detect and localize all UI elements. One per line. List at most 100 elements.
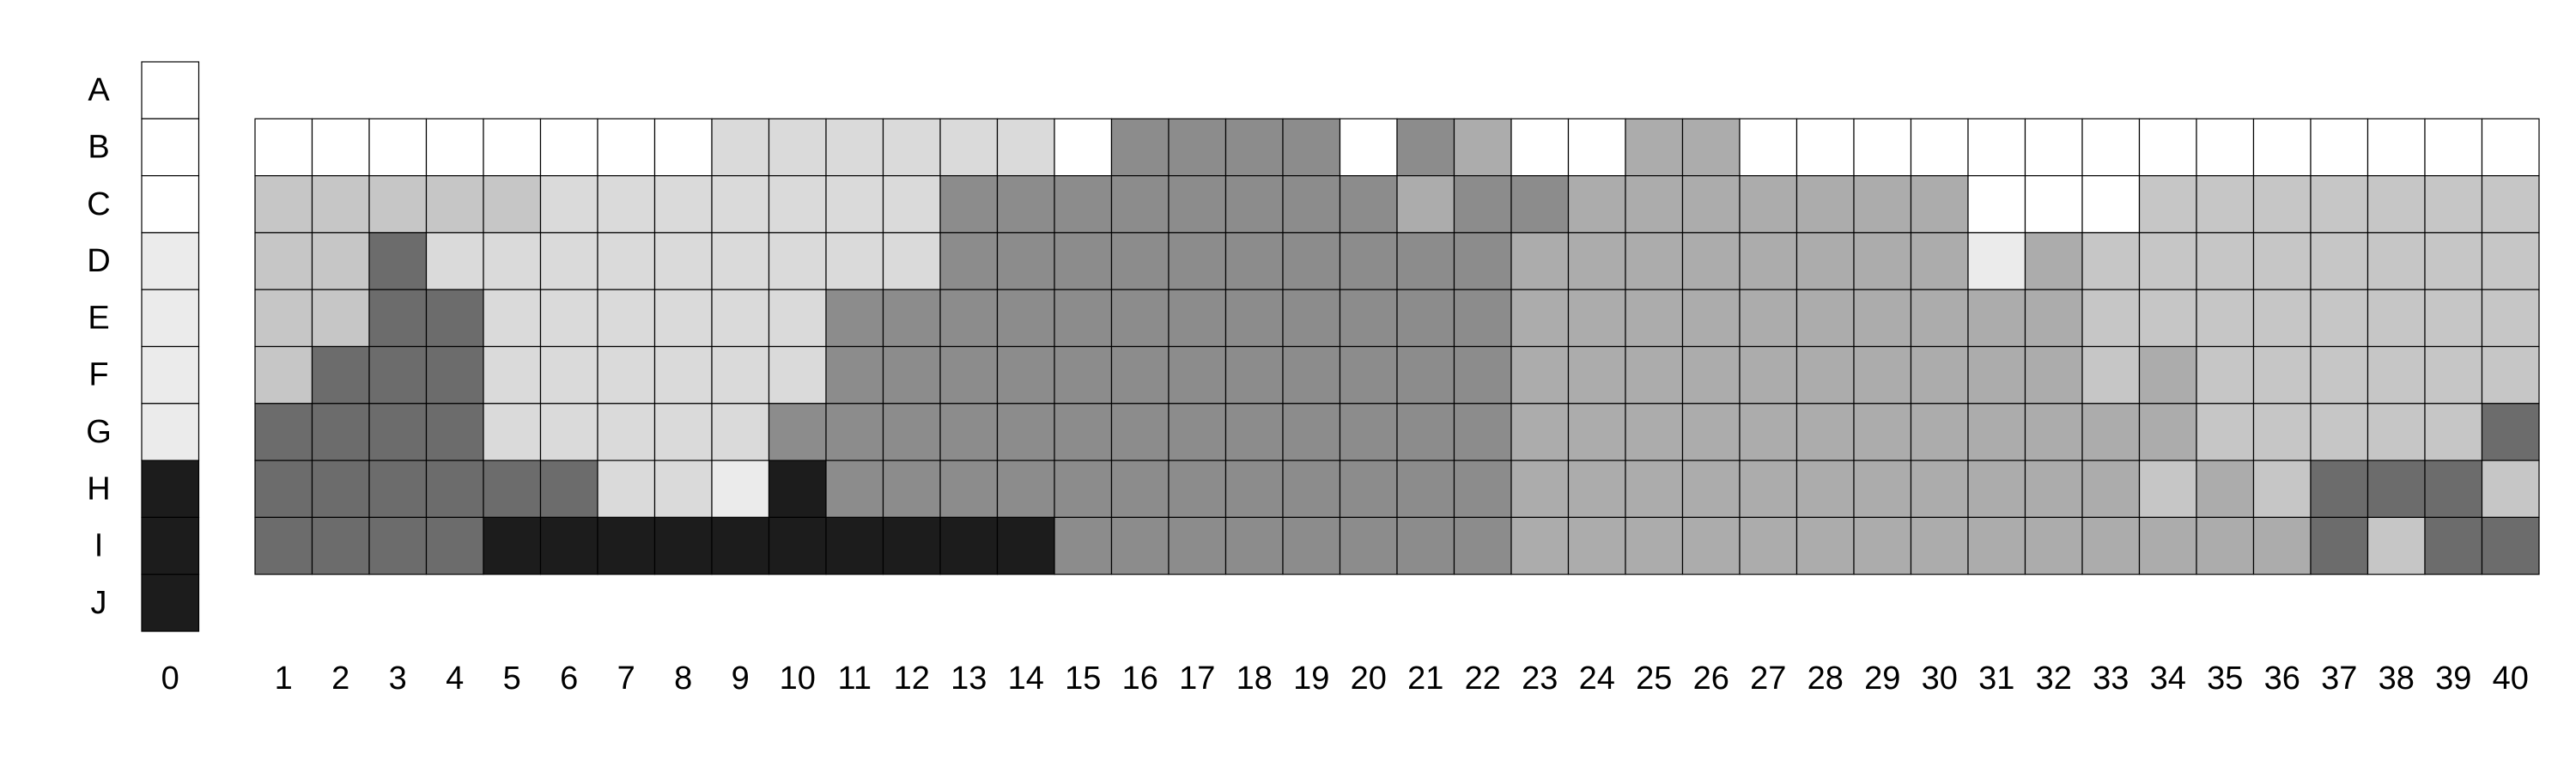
heatmap-cell-e-4 bbox=[425, 289, 484, 348]
heatmap-cell-e-29 bbox=[1853, 289, 1912, 348]
heatmap-cell-g-18 bbox=[1224, 403, 1284, 461]
col-label-1: 1 bbox=[275, 660, 293, 697]
heatmap-cell-e-27 bbox=[1739, 289, 1798, 348]
heatmap-cell-b-7 bbox=[597, 118, 656, 177]
heatmap-cell-f-9 bbox=[711, 345, 770, 405]
heatmap-cell-c-7 bbox=[597, 175, 656, 234]
heatmap-cell-f-5 bbox=[483, 345, 542, 405]
heatmap-cell-i-36 bbox=[2252, 516, 2312, 575]
heatmap-cell-h-13 bbox=[939, 460, 999, 518]
heatmap-cell-d-21 bbox=[1396, 232, 1455, 290]
heatmap-cell-e-15 bbox=[1054, 289, 1113, 348]
heatmap-cell-g-25 bbox=[1625, 403, 1684, 461]
heatmap-cell-i-0 bbox=[141, 516, 200, 575]
heatmap-cell-b-0 bbox=[141, 118, 200, 177]
heatmap-cell-i-11 bbox=[825, 516, 884, 575]
heatmap-cell-h-39 bbox=[2424, 460, 2483, 518]
row-label-c: C bbox=[87, 186, 110, 222]
heatmap-cell-g-29 bbox=[1853, 403, 1912, 461]
heatmap-cell-b-12 bbox=[882, 118, 941, 177]
heatmap-cell-h-7 bbox=[597, 460, 656, 518]
heatmap-cell-g-9 bbox=[711, 403, 770, 461]
col-label-20: 20 bbox=[1351, 660, 1387, 697]
col-label-33: 33 bbox=[2093, 660, 2129, 697]
heatmap-cell-c-8 bbox=[653, 175, 713, 234]
heatmap-cell-g-33 bbox=[2081, 403, 2141, 461]
heatmap-cell-g-1 bbox=[254, 403, 313, 461]
heatmap-cell-c-23 bbox=[1510, 175, 1570, 234]
heatmap-cell-f-26 bbox=[1681, 345, 1741, 405]
heatmap-cell-d-40 bbox=[2481, 232, 2540, 290]
heatmap-cell-c-27 bbox=[1739, 175, 1798, 234]
heatmap-cell-b-2 bbox=[311, 118, 370, 177]
heatmap-cell-b-34 bbox=[2138, 118, 2197, 177]
heatmap-cell-h-24 bbox=[1567, 460, 1626, 518]
col-label-32: 32 bbox=[2036, 660, 2072, 697]
col-label-6: 6 bbox=[560, 660, 578, 697]
heatmap-cell-f-22 bbox=[1453, 345, 1512, 405]
heatmap-cell-a-0 bbox=[141, 61, 200, 119]
heatmap-cell-i-35 bbox=[2196, 516, 2255, 575]
heatmap-cell-d-29 bbox=[1853, 232, 1912, 290]
heatmap-cell-e-38 bbox=[2366, 289, 2426, 348]
heatmap-cell-i-26 bbox=[1681, 516, 1741, 575]
heatmap-cell-b-4 bbox=[425, 118, 484, 177]
col-label-19: 19 bbox=[1293, 660, 1329, 697]
heatmap-cell-g-28 bbox=[1795, 403, 1855, 461]
heatmap-cell-d-33 bbox=[2081, 232, 2141, 290]
heatmap-cell-g-19 bbox=[1282, 403, 1341, 461]
heatmap-cell-c-3 bbox=[368, 175, 428, 234]
heatmap-cell-i-13 bbox=[939, 516, 999, 575]
heatmap-cell-f-4 bbox=[425, 345, 484, 405]
heatmap-cell-g-4 bbox=[425, 403, 484, 461]
heatmap-cell-b-16 bbox=[1110, 118, 1170, 177]
heatmap-cell-i-20 bbox=[1339, 516, 1398, 575]
heatmap-cell-b-15 bbox=[1054, 118, 1113, 177]
heatmap-cell-f-37 bbox=[2310, 345, 2369, 405]
heatmap-cell-e-25 bbox=[1625, 289, 1684, 348]
heatmap-cell-e-24 bbox=[1567, 289, 1626, 348]
heatmap-cell-i-34 bbox=[2138, 516, 2197, 575]
row-label-i: I bbox=[94, 528, 104, 564]
heatmap-cell-g-6 bbox=[539, 403, 598, 461]
heatmap-cell-d-18 bbox=[1224, 232, 1284, 290]
heatmap-cell-c-11 bbox=[825, 175, 884, 234]
heatmap-cell-h-1 bbox=[254, 460, 313, 518]
col-label-37: 37 bbox=[2321, 660, 2357, 697]
heatmap-cell-i-2 bbox=[311, 516, 370, 575]
heatmap-cell-d-34 bbox=[2138, 232, 2197, 290]
heatmap-cell-d-12 bbox=[882, 232, 941, 290]
heatmap-cell-e-5 bbox=[483, 289, 542, 348]
col-label-16: 16 bbox=[1122, 660, 1158, 697]
col-label-8: 8 bbox=[674, 660, 692, 697]
heatmap-cell-g-30 bbox=[1910, 403, 1969, 461]
heatmap-cell-b-11 bbox=[825, 118, 884, 177]
heatmap-cell-b-13 bbox=[939, 118, 999, 177]
heatmap-cell-g-35 bbox=[2196, 403, 2255, 461]
heatmap-cell-b-28 bbox=[1795, 118, 1855, 177]
heatmap-cell-h-38 bbox=[2366, 460, 2426, 518]
col-label-27: 27 bbox=[1750, 660, 1786, 697]
heatmap-cell-i-10 bbox=[768, 516, 827, 575]
heatmap-cell-e-32 bbox=[2024, 289, 2083, 348]
heatmap-cell-i-18 bbox=[1224, 516, 1284, 575]
row-label-a: A bbox=[88, 72, 110, 108]
heatmap-cell-d-22 bbox=[1453, 232, 1512, 290]
heatmap-cell-e-1 bbox=[254, 289, 313, 348]
heatmap-cell-c-5 bbox=[483, 175, 542, 234]
heatmap-cell-i-9 bbox=[711, 516, 770, 575]
heatmap-cell-f-20 bbox=[1339, 345, 1398, 405]
heatmap-cell-g-7 bbox=[597, 403, 656, 461]
heatmap-cell-e-10 bbox=[768, 289, 827, 348]
heatmap-cell-i-19 bbox=[1282, 516, 1341, 575]
heatmap-cell-b-25 bbox=[1625, 118, 1684, 177]
heatmap-cell-i-4 bbox=[425, 516, 484, 575]
heatmap-cell-c-40 bbox=[2481, 175, 2540, 234]
col-label-9: 9 bbox=[732, 660, 750, 697]
col-label-13: 13 bbox=[951, 660, 987, 697]
heatmap-cell-g-40 bbox=[2481, 403, 2540, 461]
heatmap-cell-b-3 bbox=[368, 118, 428, 177]
heatmap-cell-c-18 bbox=[1224, 175, 1284, 234]
heatmap-cell-g-24 bbox=[1567, 403, 1626, 461]
